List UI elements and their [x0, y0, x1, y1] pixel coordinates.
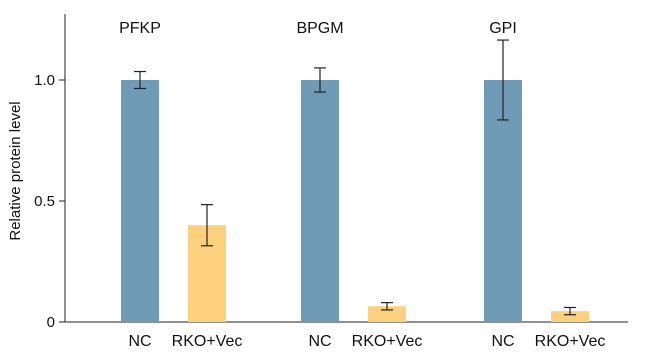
- x-category-label: RKO+Vec: [352, 333, 423, 350]
- x-category-label: RKO+Vec: [172, 333, 243, 350]
- bar-gpi-rko-vec: [551, 311, 589, 322]
- bar-bpgm-nc: [301, 80, 339, 322]
- group-title: PFKP: [119, 20, 161, 37]
- y-tick-label: 1.0: [34, 72, 55, 89]
- x-category-label: NC: [128, 333, 151, 350]
- y-tick-label: 0: [47, 314, 55, 331]
- bars-layer: [121, 80, 589, 322]
- group-title: GPI: [489, 20, 517, 37]
- error-bars-layer: [134, 39, 576, 316]
- bar-pfkp-nc: [121, 80, 159, 322]
- labels-layer: 0 0.5 1.0 Relative protein level NC RKO+Vec PF…: [7, 20, 605, 350]
- y-axis-label: Relative protein level: [7, 101, 24, 240]
- x-category-label: RKO+Vec: [535, 333, 606, 350]
- group-title: BPGM: [296, 20, 343, 37]
- x-category-label: NC: [308, 333, 331, 350]
- x-category-label: NC: [491, 333, 514, 350]
- y-tick-label: 0.5: [34, 193, 55, 210]
- bar-bpgm-rko-vec: [368, 306, 406, 322]
